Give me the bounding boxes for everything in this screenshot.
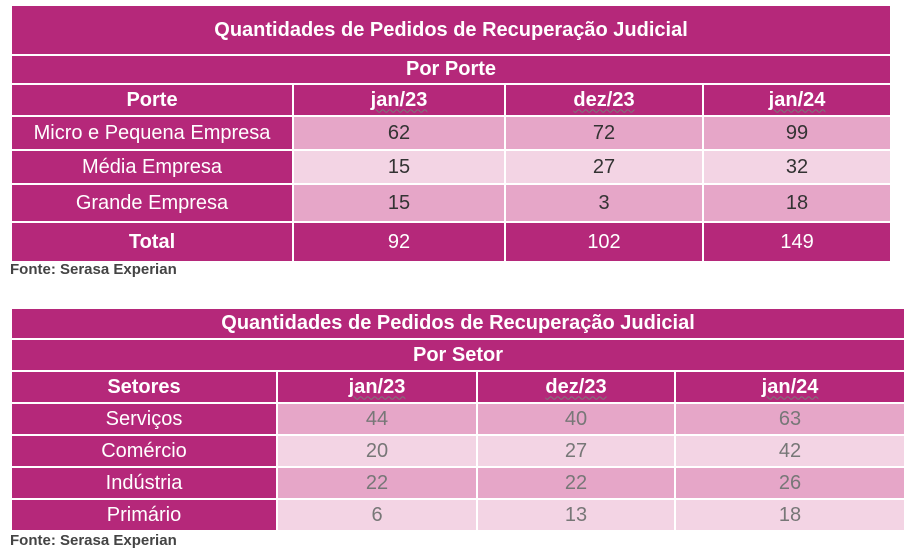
table-cell: 15 [292,149,506,185]
table-cell: 42 [673,434,904,468]
table-row: Comércio 20 27 42 [10,434,904,468]
column-header: Porte [10,83,294,117]
row-label: Primário [10,498,278,532]
table-cell: 26 [673,466,904,500]
table-cell: 15 [292,183,506,223]
table-row: Grande Empresa 15 3 18 [10,183,893,223]
total-row: Total 92 102 149 [10,221,893,263]
column-header: jan/23 [276,370,478,404]
table-subtitle: Por Setor [9,338,904,372]
table-cell: 72 [504,115,704,151]
total-cell: 149 [701,221,893,263]
table-cell: 3 [504,183,704,223]
table-por-setor: Quantidades de Pedidos de Recuperação Ju… [9,307,904,532]
table-subtitle: Por Porte [9,54,893,85]
table-row: Serviços 44 40 63 [10,402,904,436]
column-header-text: dez/23 [573,88,635,111]
row-label: Indústria [10,466,278,500]
source-note: Fonte: Serasa Experian [10,261,177,278]
column-header-text: jan/23 [348,375,406,398]
column-header-text: dez/23 [545,375,607,398]
table-cell: 20 [276,434,478,468]
table-por-porte: Quantidades de Pedidos de Recuperação Ju… [9,4,893,263]
total-cell: 92 [292,221,506,263]
table-row: Indústria 22 22 26 [10,466,904,500]
column-header: jan/24 [701,83,893,117]
table-cell: 13 [476,498,676,532]
table-cell: 62 [292,115,506,151]
row-label: Micro e Pequena Empresa [10,115,294,151]
row-label: Serviços [10,402,278,436]
column-header: dez/23 [504,83,704,117]
table-cell: 99 [701,115,893,151]
column-header: jan/24 [673,370,904,404]
row-label: Média Empresa [10,149,294,185]
column-header-text: jan/23 [370,88,428,111]
total-label: Total [10,221,294,263]
column-header: dez/23 [476,370,676,404]
row-label: Grande Empresa [10,183,294,223]
table-title: Quantidades de Pedidos de Recuperação Ju… [9,307,904,340]
column-header-text: jan/24 [768,88,826,111]
table-cell: 18 [673,498,904,532]
table-cell: 44 [276,402,478,436]
table-cell: 6 [276,498,478,532]
total-cell: 102 [504,221,704,263]
table-cell: 32 [701,149,893,185]
table-title: Quantidades de Pedidos de Recuperação Ju… [9,4,893,56]
source-note: Fonte: Serasa Experian [10,532,177,549]
table-cell: 27 [504,149,704,185]
table-cell: 27 [476,434,676,468]
table-cell: 40 [476,402,676,436]
table-row: Primário 6 13 18 [10,498,904,532]
table-row: Média Empresa 15 27 32 [10,149,893,185]
table-cell: 18 [701,183,893,223]
table-row: Micro e Pequena Empresa 62 72 99 [10,115,893,151]
table-cell: 22 [276,466,478,500]
table-cell: 63 [673,402,904,436]
column-header-text: jan/24 [761,375,819,398]
column-header: jan/23 [292,83,506,117]
table-cell: 22 [476,466,676,500]
column-header: Setores [10,370,278,404]
row-label: Comércio [10,434,278,468]
